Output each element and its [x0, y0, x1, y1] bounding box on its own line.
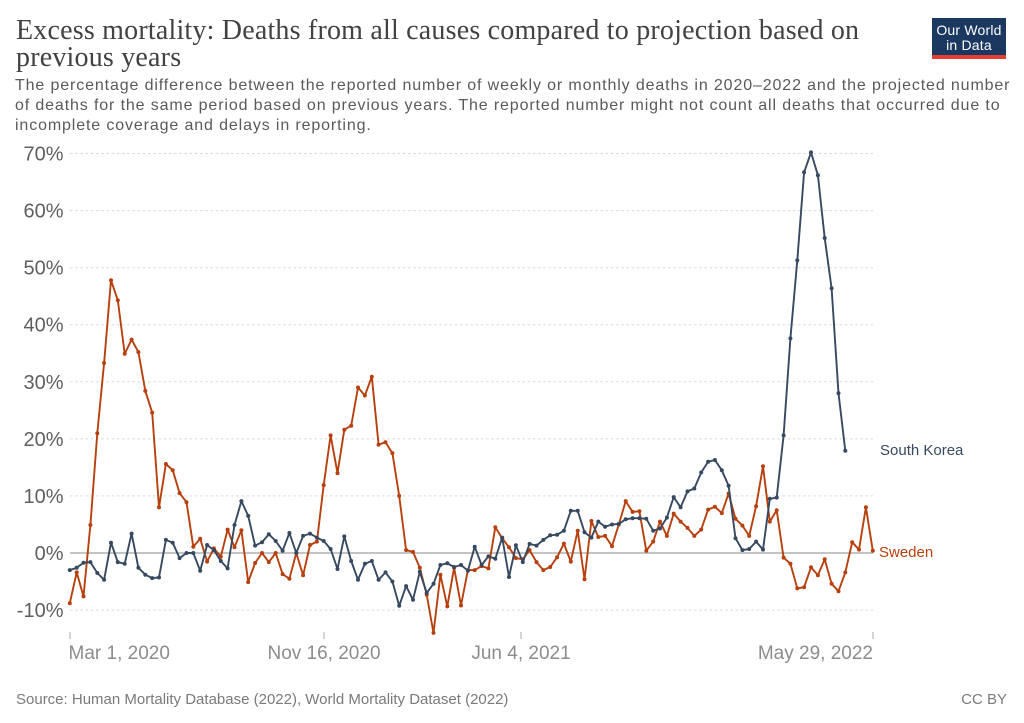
svg-text:0%: 0% — [35, 543, 64, 565]
svg-text:May 29, 2022: May 29, 2022 — [758, 643, 873, 664]
svg-text:30%: 30% — [23, 372, 63, 394]
svg-text:Nov 16, 2020: Nov 16, 2020 — [267, 643, 380, 664]
svg-text:Sweden: Sweden — [879, 544, 933, 561]
svg-text:50%: 50% — [23, 258, 63, 280]
svg-text:60%: 60% — [23, 201, 63, 223]
svg-text:South Korea: South Korea — [880, 442, 964, 459]
svg-text:70%: 70% — [23, 144, 63, 166]
svg-text:20%: 20% — [23, 429, 63, 451]
svg-text:-10%: -10% — [17, 600, 64, 622]
svg-text:10%: 10% — [23, 486, 63, 508]
svg-text:Mar 1, 2020: Mar 1, 2020 — [69, 643, 170, 664]
svg-text:Jun 4, 2021: Jun 4, 2021 — [471, 643, 570, 664]
svg-text:40%: 40% — [23, 315, 63, 337]
